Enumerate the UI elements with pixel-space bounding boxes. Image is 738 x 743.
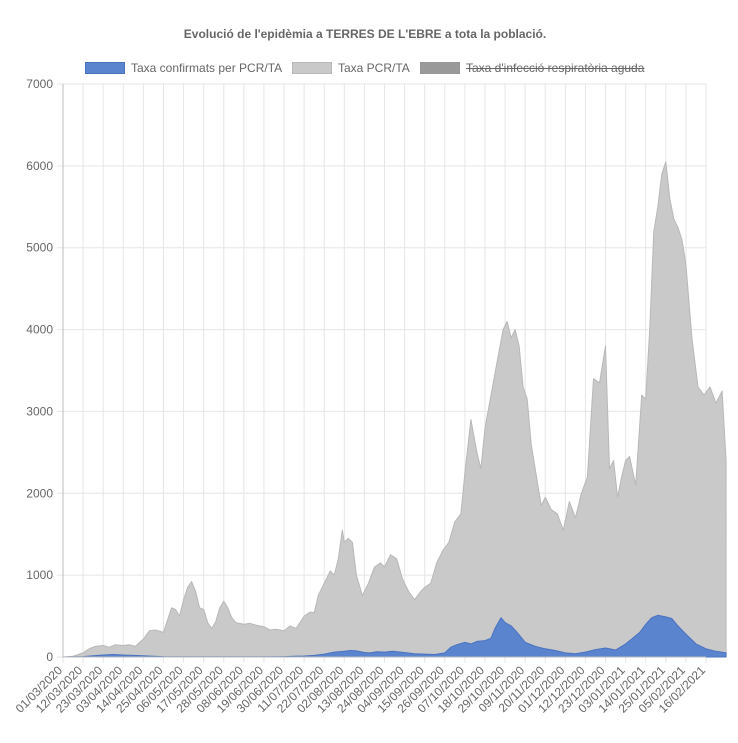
legend-swatch-pcr-ta <box>292 62 332 74</box>
legend-swatch-respiratory <box>420 62 460 74</box>
legend-label-pcr-ta: Taxa PCR/TA <box>338 61 410 75</box>
chart-axes: 0100020003000400050006000700001/03/20201… <box>13 77 709 716</box>
legend-label-confirmed: Taxa confirmats per PCR/TA <box>131 61 283 75</box>
legend-label-respiratory: Taxa d'infecció respiratòria aguda <box>466 61 645 75</box>
series-area-pcr-ta[interactable] <box>62 161 727 658</box>
y-tick-label: 1000 <box>26 568 53 582</box>
y-tick-label: 6000 <box>26 159 53 173</box>
legend-item-pcr-ta[interactable]: Taxa PCR/TA <box>292 60 410 76</box>
y-tick-label: 2000 <box>26 486 53 500</box>
chart-legend: Taxa confirmats per PCR/TA Taxa PCR/TA T… <box>0 60 738 76</box>
y-tick-label: 4000 <box>26 323 53 337</box>
y-tick-label: 5000 <box>26 241 53 255</box>
legend-item-respiratory[interactable]: Taxa d'infecció respiratòria aguda <box>420 60 644 76</box>
legend-swatch-confirmed <box>85 62 125 74</box>
legend-item-confirmed[interactable]: Taxa confirmats per PCR/TA <box>85 60 282 76</box>
y-tick-label: 3000 <box>26 404 53 418</box>
y-tick-label: 7000 <box>26 77 53 91</box>
chart-title: Evolució de l'epidèmia a TERRES DE L'EBR… <box>183 27 547 41</box>
chart-series <box>62 161 727 658</box>
y-tick-label: 0 <box>46 650 53 664</box>
